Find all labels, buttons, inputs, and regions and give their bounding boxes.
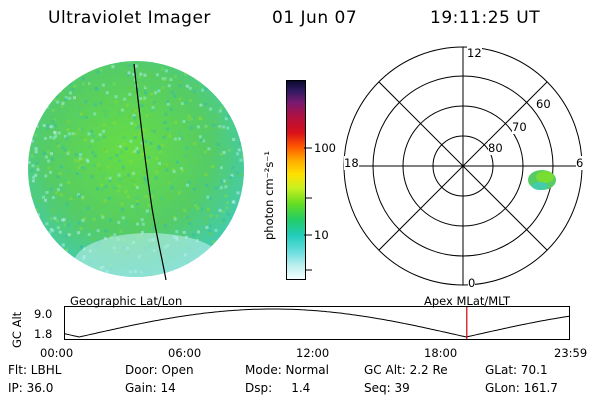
colorbar-ticks [304,147,312,271]
instrument-title: Ultraviolet Imager [48,8,211,28]
geographic-image [28,61,244,281]
mlt-label-18: 18 [344,156,359,170]
colorbar [286,80,306,280]
polar-plot [343,46,583,286]
time-tick-0000: 00:00 [40,346,74,360]
colorbar-tick-10: 10 [314,228,329,242]
time-tick-0600: 06:00 [168,346,202,360]
timeline-y-axis-label: GC Alt [10,311,24,348]
gain-status: Gain: 14 [125,381,176,395]
colorbar-unit-label: photon cm⁻²s⁻¹ [262,151,276,240]
time-tick-1200: 12:00 [296,346,330,360]
timeline-left-title: Geographic Lat/Lon [70,294,183,308]
time-tick-2359: 23:59 [554,346,588,360]
ip-status: IP: 36.0 [8,381,54,395]
mlt-label-0: 0 [468,276,476,290]
filter-status: Flt: LBHL [8,363,62,377]
timeline-right-title: Apex MLat/MLT [424,294,511,308]
dsp-status: Dsp: 1.4 [245,381,311,395]
lat-label-70: 70 [512,120,527,134]
altitude-timeline [64,306,570,340]
time-label: 19:11:25 UT [430,8,541,28]
time-tick-1800: 18:00 [424,346,458,360]
aurora-patch [528,170,556,190]
colorbar-tick-100: 100 [314,141,336,155]
lat-label-60: 60 [536,97,551,111]
meridian-line [133,63,167,281]
mlt-label-12: 12 [467,46,482,60]
date-label: 01 Jun 07 [272,8,358,28]
mlt-label-6: 6 [576,156,584,170]
glat-status: GLat: 70.1 [485,363,548,377]
timeline-y-tick-top: 9.0 [34,307,53,321]
timeline-frame [64,306,570,340]
mode-status: Mode: Normal [245,363,329,377]
timeline-y-tick-bottom: 1.8 [34,327,53,341]
seq-status: Seq: 39 [364,381,410,395]
altitude-curve [64,308,570,338]
lat-label-80: 80 [488,141,503,155]
gc-alt-status: GC Alt: 2.2 Re [364,363,448,377]
door-status: Door: Open [125,363,194,377]
glon-status: GLon: 161.7 [485,381,558,395]
